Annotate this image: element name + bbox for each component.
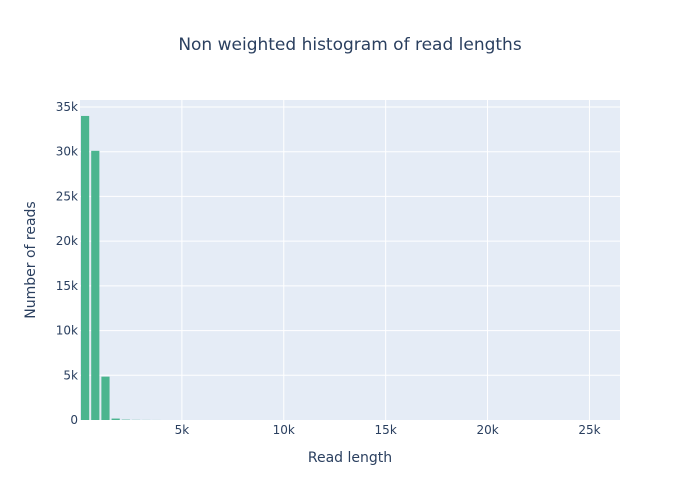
y-tick-label: 25k	[56, 189, 78, 203]
x-tick-label: 20k	[476, 423, 498, 437]
chart-title: Non weighted histogram of read lengths	[178, 35, 522, 55]
y-tick-label: 30k	[56, 145, 78, 159]
x-tick-label: 10k	[273, 423, 295, 437]
histogram-bar	[81, 115, 90, 420]
y-tick-label: 5k	[63, 368, 78, 382]
y-axis-ticks: 0 5k 10k 15k 20k 25k 30k 35k	[56, 100, 78, 427]
grid-lines	[80, 100, 620, 420]
x-axis-ticks: 5k 10k 15k 20k 25k	[175, 423, 601, 437]
x-axis-title: Read length	[308, 450, 392, 466]
plot-background	[80, 100, 620, 420]
histogram-bar	[111, 418, 120, 420]
y-tick-label: 10k	[56, 324, 78, 338]
y-tick-label: 15k	[56, 279, 78, 293]
x-tick-label: 5k	[175, 423, 190, 437]
y-tick-label: 35k	[56, 100, 78, 114]
y-tick-label: 20k	[56, 234, 78, 248]
histogram-bars	[81, 115, 161, 420]
y-axis-title: Number of reads	[23, 201, 39, 318]
y-tick-label: 0	[70, 413, 78, 427]
x-tick-label: 25k	[578, 423, 600, 437]
histogram-bar	[101, 376, 110, 420]
x-tick-label: 15k	[375, 423, 397, 437]
histogram-bar	[91, 150, 100, 420]
